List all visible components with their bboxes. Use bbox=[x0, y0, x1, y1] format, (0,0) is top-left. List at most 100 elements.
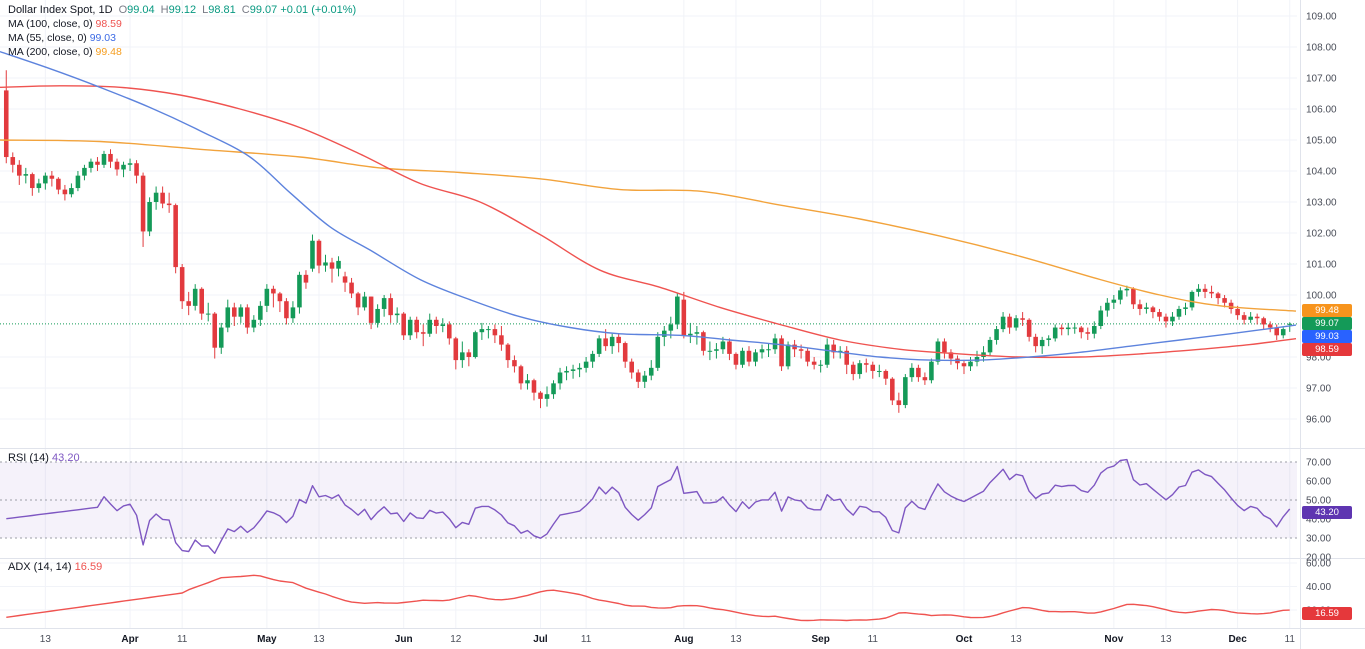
ma100-line[interactable] bbox=[0, 85, 1297, 359]
candle bbox=[1170, 316, 1175, 322]
adx-value-badge: 16.59 bbox=[1302, 607, 1352, 620]
time-axis-label[interactable]: Oct bbox=[956, 634, 973, 645]
rsi-legend-row[interactable]: RSI (14) 43.20 bbox=[8, 452, 80, 464]
candle bbox=[290, 307, 296, 319]
candle bbox=[1098, 310, 1104, 326]
candle bbox=[1085, 332, 1091, 334]
time-axis-label[interactable]: Aug bbox=[674, 634, 693, 645]
price-tick-label: 106.00 bbox=[1306, 105, 1337, 116]
candle bbox=[525, 380, 530, 384]
candle bbox=[1052, 327, 1058, 339]
candle bbox=[349, 282, 354, 294]
candle bbox=[707, 350, 713, 352]
time-axis-label[interactable]: 13 bbox=[1011, 634, 1023, 645]
ma200-line[interactable] bbox=[0, 139, 1297, 312]
ma55-label: MA (55, close, 0) bbox=[8, 32, 87, 44]
candle bbox=[1124, 288, 1130, 291]
time-axis-label[interactable]: 13 bbox=[40, 634, 52, 645]
candle bbox=[1157, 312, 1162, 317]
ma100-label: MA (100, close, 0) bbox=[8, 18, 93, 30]
candle bbox=[733, 353, 739, 365]
time-axis[interactable] bbox=[0, 628, 1365, 649]
candle bbox=[551, 383, 556, 395]
candle bbox=[342, 276, 348, 283]
candle bbox=[942, 341, 947, 353]
time-axis-label[interactable]: May bbox=[257, 634, 277, 645]
candle bbox=[896, 400, 902, 406]
candle bbox=[1072, 327, 1078, 329]
adx-line[interactable] bbox=[6, 574, 1290, 622]
time-axis-label[interactable]: Jun bbox=[395, 634, 413, 645]
time-axis-label[interactable]: Dec bbox=[1228, 634, 1247, 645]
candle bbox=[759, 349, 765, 353]
candle bbox=[394, 313, 400, 316]
candle bbox=[95, 161, 100, 165]
candle bbox=[831, 344, 836, 353]
time-axis-label[interactable]: 12 bbox=[450, 634, 462, 645]
candle bbox=[1215, 293, 1221, 299]
candle bbox=[160, 192, 165, 204]
rsi-tick-label: 30.00 bbox=[1306, 534, 1331, 545]
rsi-label: RSI (14) bbox=[8, 452, 49, 464]
low-value: 98.81 bbox=[208, 4, 236, 16]
candle bbox=[388, 298, 393, 316]
time-axis-label[interactable]: 11 bbox=[1285, 634, 1296, 645]
adx-legend-row[interactable]: ADX (14, 14) 16.59 bbox=[8, 561, 102, 573]
time-axis-label[interactable]: 13 bbox=[313, 634, 325, 645]
candle bbox=[212, 313, 218, 348]
candle bbox=[603, 338, 608, 347]
candle bbox=[1274, 327, 1279, 336]
time-axis-label[interactable]: Apr bbox=[121, 634, 138, 645]
ma55-price-badge: 99.03 bbox=[1302, 330, 1352, 343]
time-axis-label[interactable]: 13 bbox=[1160, 634, 1172, 645]
time-axis-label[interactable]: 13 bbox=[730, 634, 742, 645]
candle bbox=[427, 319, 433, 334]
ma55-line[interactable] bbox=[0, 50, 1297, 362]
time-axis-label[interactable]: 11 bbox=[581, 634, 592, 645]
candle bbox=[1046, 338, 1051, 340]
candle bbox=[935, 341, 941, 362]
candle bbox=[668, 324, 674, 331]
ma55-legend-row[interactable]: MA (55, close, 0) 99.03 bbox=[8, 32, 356, 45]
candle bbox=[1163, 316, 1169, 322]
candle bbox=[303, 274, 309, 283]
candle bbox=[727, 341, 732, 354]
rsi-pane[interactable] bbox=[0, 449, 1297, 558]
candle bbox=[1078, 327, 1084, 333]
main-price-pane[interactable] bbox=[0, 0, 1297, 448]
candle bbox=[1020, 318, 1025, 320]
candle bbox=[811, 361, 817, 365]
ma100-legend-row[interactable]: MA (100, close, 0) 98.59 bbox=[8, 18, 356, 31]
candle bbox=[564, 370, 569, 373]
grid-layer bbox=[0, 0, 1297, 628]
time-axis-label[interactable]: 11 bbox=[868, 634, 879, 645]
candle bbox=[1222, 298, 1227, 303]
candle bbox=[114, 161, 120, 170]
candle bbox=[694, 332, 700, 334]
adx-pane[interactable] bbox=[0, 559, 1297, 628]
candle bbox=[974, 357, 980, 362]
time-axis-label[interactable]: 11 bbox=[177, 634, 188, 645]
time-axis-label[interactable]: Sep bbox=[811, 634, 829, 645]
candle bbox=[1228, 302, 1234, 309]
adx-label: ADX (14, 14) bbox=[8, 561, 72, 573]
candle bbox=[368, 296, 374, 323]
candle bbox=[316, 240, 322, 266]
time-axis-label[interactable]: Nov bbox=[1104, 634, 1123, 645]
rsi-value-badge: 43.20 bbox=[1302, 506, 1352, 519]
time-axis-label[interactable]: Jul bbox=[533, 634, 548, 645]
candle bbox=[479, 329, 485, 333]
price-tick-label: 98.00 bbox=[1306, 353, 1331, 364]
ma200-legend-row[interactable]: MA (200, close, 0) 99.48 bbox=[8, 46, 356, 59]
candle bbox=[492, 329, 498, 336]
candle bbox=[1007, 316, 1012, 328]
candle bbox=[238, 307, 244, 317]
rsi-line[interactable] bbox=[6, 458, 1291, 554]
symbol-legend-row[interactable]: Dollar Index Spot, 1D O99.04 H99.12 L98.81 C… bbox=[8, 4, 356, 17]
candle bbox=[447, 324, 452, 339]
candle bbox=[987, 339, 993, 353]
candle bbox=[499, 335, 504, 345]
price-tick-label: 108.00 bbox=[1306, 43, 1337, 54]
candle bbox=[1137, 304, 1143, 309]
